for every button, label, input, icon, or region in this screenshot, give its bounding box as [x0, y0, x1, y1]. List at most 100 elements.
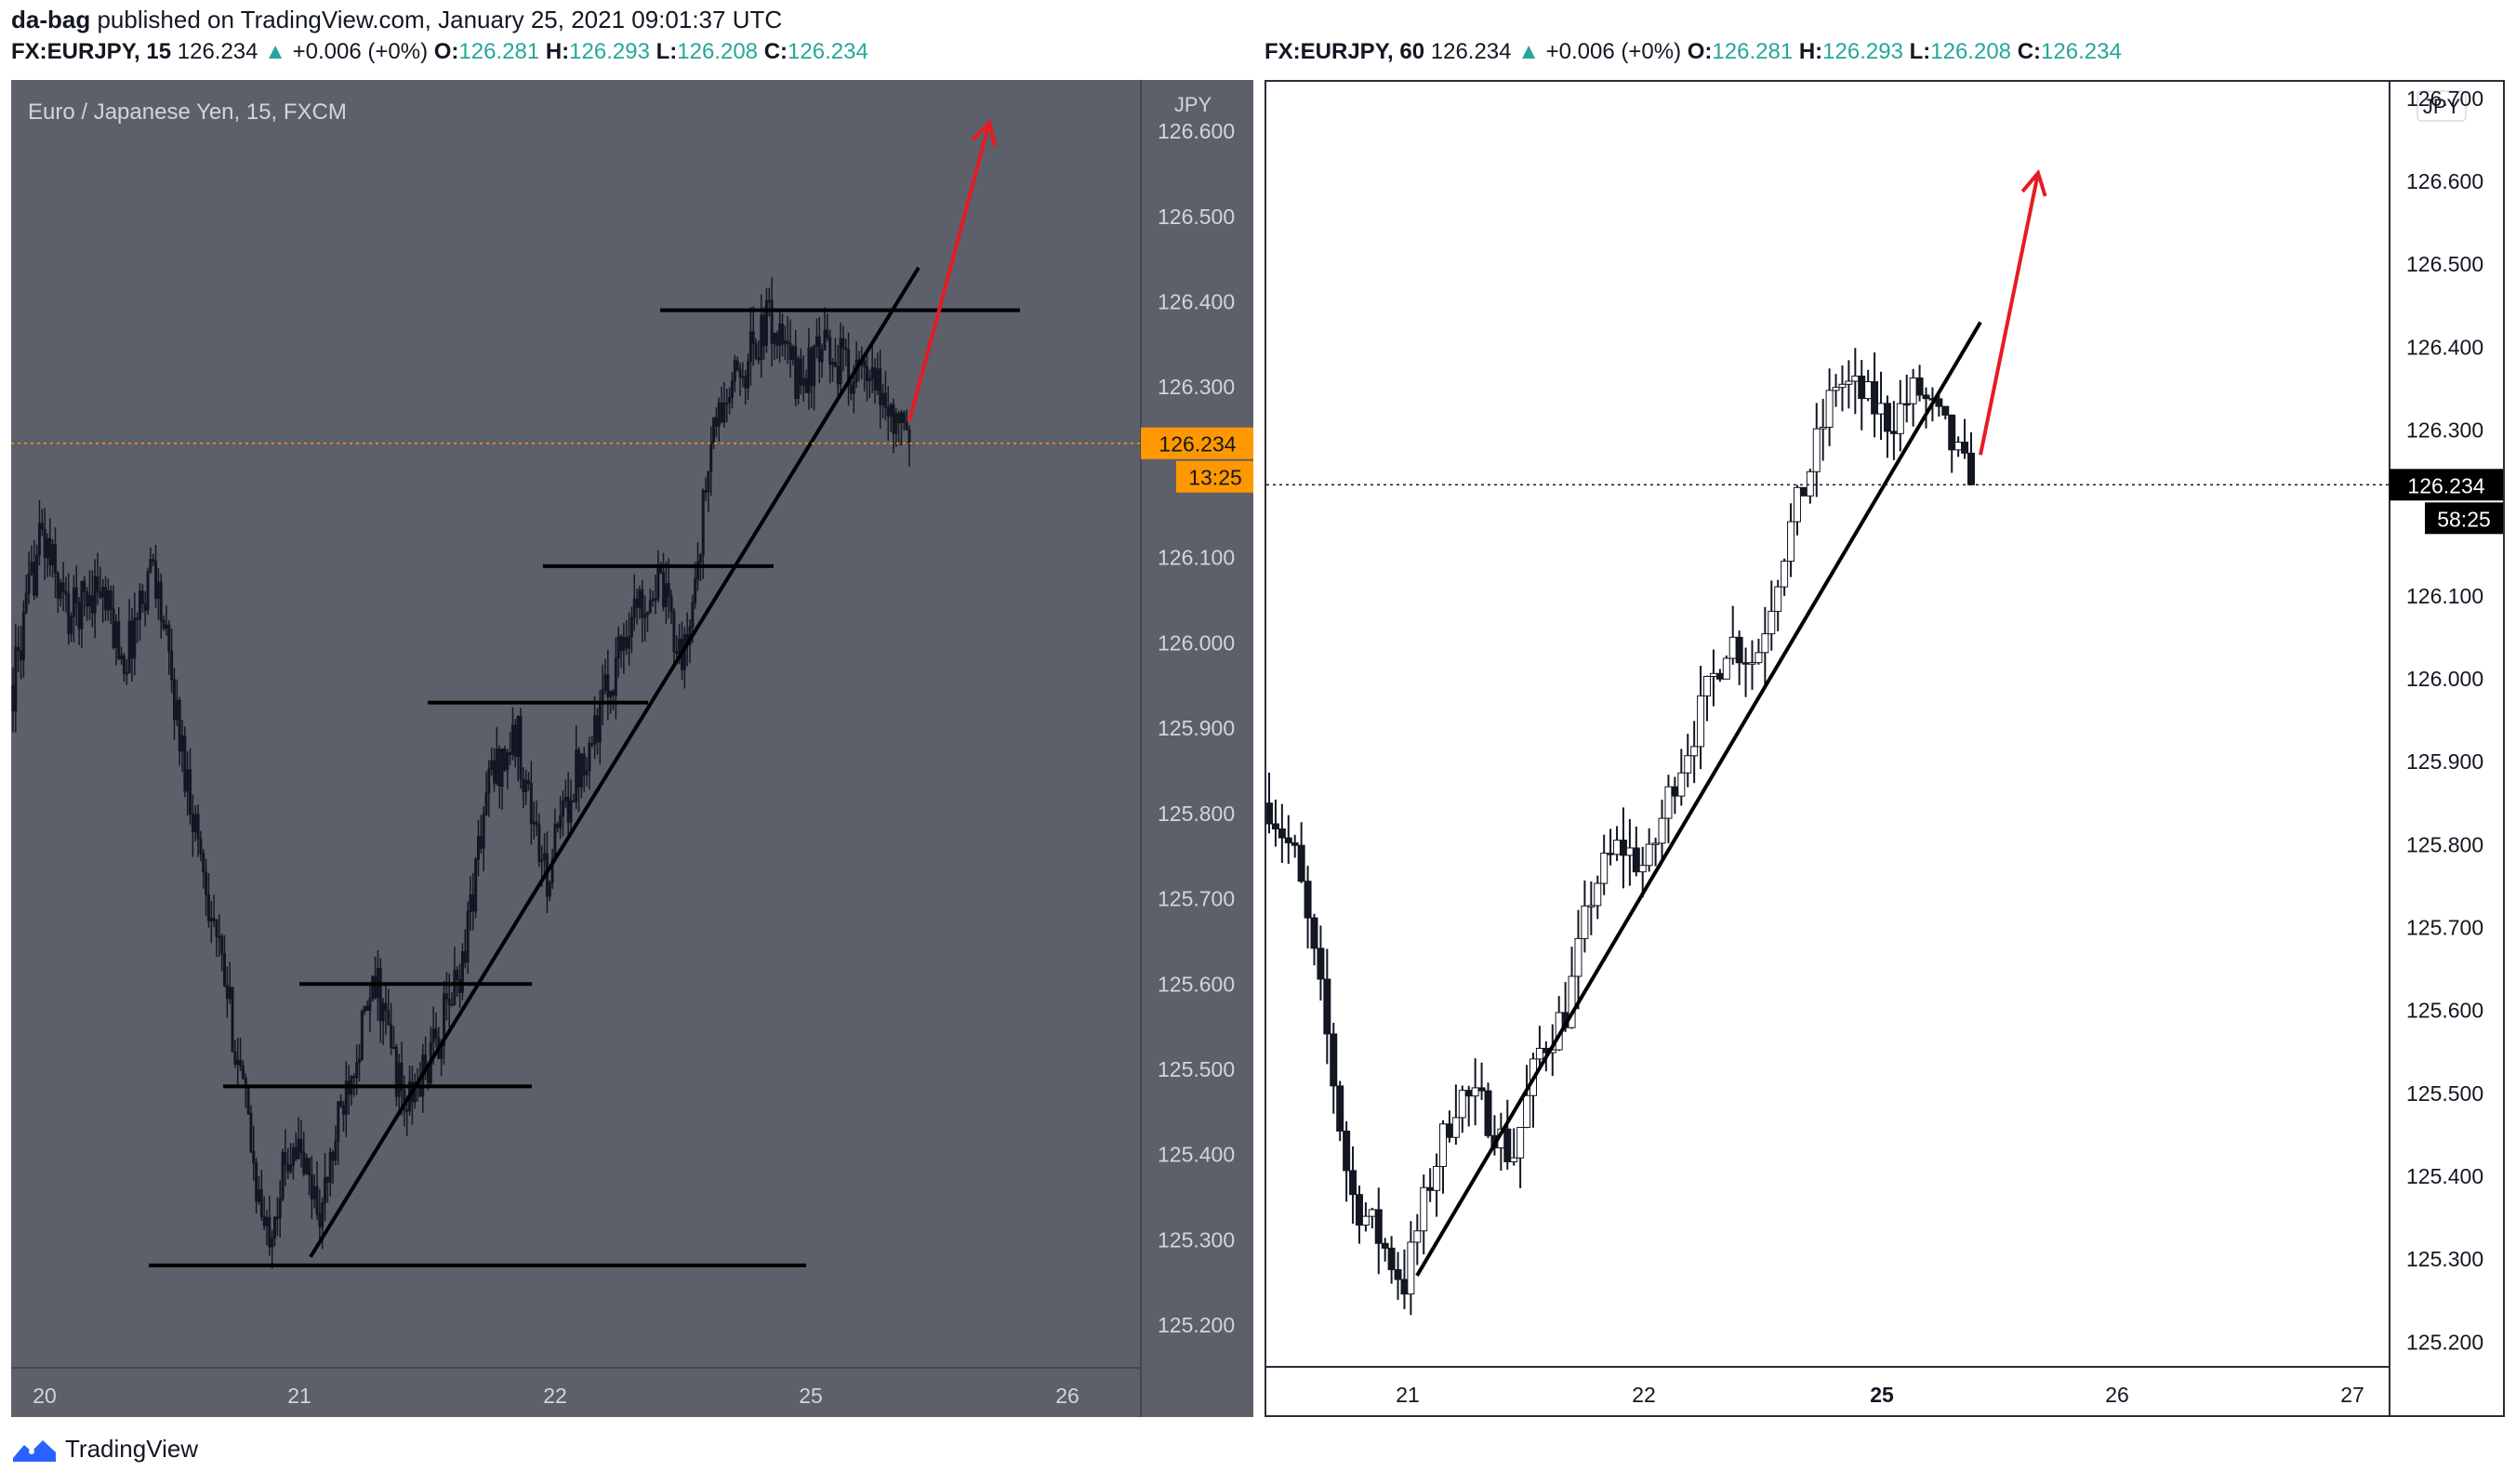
candle-body: [1574, 937, 1582, 977]
candle-body: [1735, 636, 1743, 664]
candle-body: [1471, 1087, 1479, 1097]
y-tick-label: 125.600: [2406, 999, 2483, 1023]
candle-body: [249, 1112, 253, 1152]
candle-body: [519, 716, 523, 780]
candle-body: [109, 590, 113, 610]
candle-body: [656, 565, 660, 600]
candle-body: [286, 1163, 290, 1173]
candle-body: [783, 340, 787, 345]
candle-body: [205, 871, 208, 895]
candle-body: [643, 614, 647, 618]
tradingview-logo-icon[interactable]: [11, 1436, 58, 1464]
candle-body: [902, 412, 906, 423]
candle-body: [202, 853, 205, 873]
candle-body: [1458, 1090, 1466, 1119]
candle-body: [513, 724, 517, 757]
candle-body: [701, 490, 705, 556]
candle-body: [444, 993, 448, 1000]
candle-body: [1464, 1090, 1473, 1097]
candle-body: [456, 969, 459, 980]
candle-body: [324, 1176, 327, 1204]
candle-body: [390, 1024, 393, 1048]
candle-body: [1477, 1087, 1486, 1092]
candle-body: [479, 836, 483, 849]
candle-body: [722, 403, 726, 423]
candle-body: [189, 769, 192, 815]
candle-body: [273, 1216, 277, 1239]
currency-box: [2417, 90, 2467, 122]
candle-body: [86, 591, 89, 607]
candle-body: [804, 378, 808, 393]
candle-body: [1587, 905, 1596, 908]
footer-brand[interactable]: TradingView: [65, 1435, 199, 1463]
candle-body: [35, 554, 39, 596]
candle-body: [1361, 1215, 1370, 1226]
candle-body: [1625, 847, 1634, 856]
candle-body: [255, 1162, 258, 1202]
candle-body: [337, 1101, 340, 1142]
candle-body: [70, 616, 73, 635]
candle-body: [1645, 843, 1653, 867]
candle-body: [873, 366, 877, 391]
candle-body: [460, 951, 464, 994]
candle-body: [463, 951, 467, 963]
candle-body: [1768, 610, 1776, 635]
y-tick-label: 126.000: [1158, 630, 1235, 655]
left-chart-svg[interactable]: Euro / Japanese Yen, 15, FXCM JPY 126.600 1…: [11, 80, 1254, 1417]
y-tick-label: 125.400: [1158, 1143, 1235, 1167]
candle-body: [30, 562, 33, 575]
candle-body: [1671, 786, 1679, 797]
candle-body: [540, 858, 544, 863]
candle-body: [786, 340, 789, 344]
candle-body: [1600, 853, 1609, 884]
candle-body: [281, 1151, 285, 1199]
candle-body: [1922, 394, 1930, 400]
candle-body: [1709, 672, 1717, 677]
candle-body: [1948, 414, 1956, 451]
candle-body: [381, 1002, 385, 1022]
candle-body: [72, 587, 75, 617]
candle-body: [510, 724, 514, 755]
left-high: 126.293: [569, 39, 650, 64]
right-open: 126.281: [1712, 39, 1794, 64]
y-tick-label: 125.400: [2406, 1164, 2483, 1188]
candle-body: [767, 299, 771, 303]
candle-body: [556, 824, 560, 828]
candle-body: [1781, 561, 1789, 588]
candle-body: [590, 743, 594, 746]
candle-body: [595, 715, 599, 743]
candle-body: [881, 392, 885, 405]
candle-body: [37, 523, 41, 556]
countdown-tag: [1176, 460, 1254, 493]
left-symbol[interactable]: FX:EURJPY, 15: [11, 39, 172, 64]
candle-body: [847, 349, 851, 386]
candle-body: [561, 800, 564, 817]
candle-body: [1484, 1090, 1492, 1136]
candle-body: [754, 343, 758, 359]
candle-body: [748, 331, 752, 363]
candle-body: [747, 361, 750, 389]
candle-body: [839, 338, 842, 385]
candle-body: [1902, 403, 1911, 406]
candle-body: [1774, 586, 1782, 612]
candle-body: [1323, 978, 1331, 1035]
candle-body: [1400, 1279, 1409, 1295]
right-symbol[interactable]: FX:EURJPY, 60: [1265, 39, 1425, 64]
left-chart-panel[interactable]: Euro / Japanese Yen, 15, FXCM JPY 126.600 1…: [11, 80, 1254, 1417]
candle-body: [1535, 1047, 1543, 1060]
y-tick-label: 125.800: [2406, 832, 2483, 856]
left-open-label: O:: [433, 39, 459, 64]
candle-body: [870, 366, 874, 379]
candle-body: [1793, 486, 1801, 523]
right-chart-panel[interactable]: JPY 126.700 126.600 126.500 126.400 126.300 12…: [1265, 80, 2505, 1417]
author-name[interactable]: da-bag: [11, 6, 91, 33]
candle-body: [733, 360, 736, 382]
candle-body: [1651, 842, 1660, 845]
candle-body: [302, 1151, 306, 1174]
candle-body: [1871, 381, 1879, 415]
candle-body: [1278, 828, 1286, 839]
candle-body: [1523, 1094, 1531, 1128]
left-low-label: L:: [655, 39, 678, 64]
candle-body: [1741, 662, 1750, 665]
